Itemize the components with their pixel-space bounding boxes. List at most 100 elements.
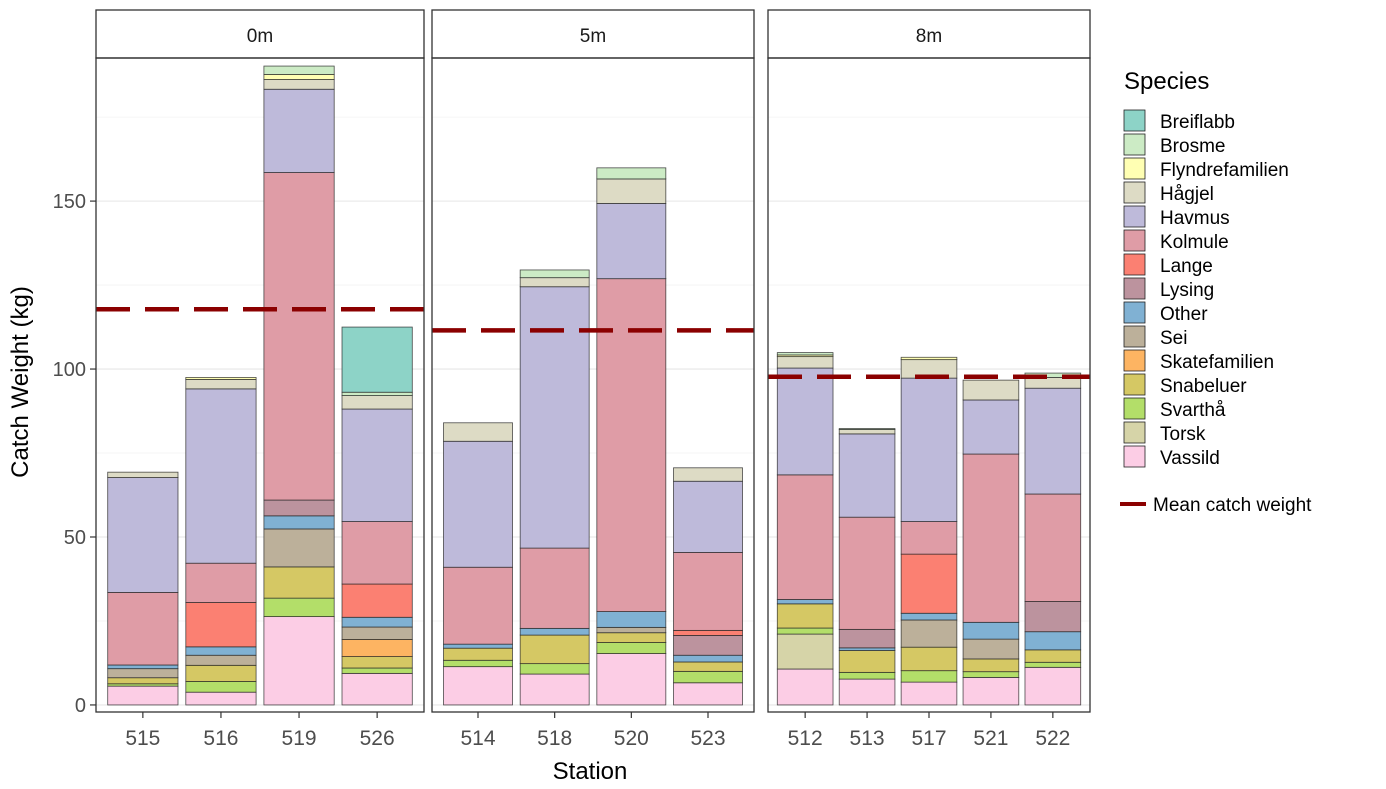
- bar-segment-Vassild: [596, 653, 667, 706]
- bar-segment-Brosme: [776, 352, 834, 356]
- bar-segment-Snabeluer: [263, 566, 335, 599]
- bar-segment-Torsk: [776, 633, 834, 670]
- bar-segment-Hågjel: [263, 79, 335, 90]
- legend-swatch: [1123, 157, 1146, 180]
- legend-item-Skatefamilien: Skatefamilien: [1123, 349, 1274, 373]
- y-tick-label: 150: [53, 191, 86, 213]
- bar-segment-Hågjel: [838, 429, 896, 435]
- bar-segment-Kolmule: [900, 521, 958, 555]
- legend-title: Species: [1124, 68, 1209, 95]
- facet-panel-8m: 8m 512 513 517 521 522: [767, 9, 1091, 750]
- bar-segment-Brosme: [263, 65, 335, 75]
- bar-segment-Kolmule: [1024, 493, 1082, 602]
- legend-label: Svarthå: [1160, 400, 1226, 421]
- bar-segment-Other: [443, 643, 513, 649]
- bar-segment-Other: [263, 515, 335, 530]
- bar-segment-Kolmule: [263, 172, 335, 501]
- facet-strip: [95, 9, 425, 59]
- bar-segment-Other: [341, 616, 413, 628]
- bar-station-515: [107, 471, 179, 706]
- legend-item-Other: Other: [1123, 301, 1208, 325]
- bar-station-518: [519, 269, 590, 706]
- legend-label: Breiflabb: [1160, 112, 1235, 133]
- legend-item-Flyndrefamilien: Flyndrefamilien: [1123, 157, 1289, 181]
- bar-segment-Snabeluer: [596, 632, 667, 643]
- legend-label: Torsk: [1160, 424, 1206, 445]
- bar-segment-Havmus: [776, 367, 834, 476]
- legend-label: Sei: [1160, 328, 1187, 349]
- bar-segment-Other: [900, 612, 958, 621]
- bar-segment-Kolmule: [776, 474, 834, 600]
- legend-label: Havmus: [1160, 208, 1230, 229]
- bar-segment-Snabeluer: [443, 647, 513, 661]
- bar-station-513: [838, 428, 896, 706]
- bar-segment-Havmus: [443, 440, 513, 568]
- bar-station-516: [185, 377, 257, 706]
- bar-segment-Havmus: [341, 408, 413, 522]
- legend-swatch: [1123, 373, 1146, 396]
- legend-label: Other: [1160, 304, 1208, 325]
- legend-swatch: [1123, 229, 1146, 252]
- x-tick-label: 515: [125, 727, 160, 750]
- legend-item-Torsk: Torsk: [1123, 421, 1206, 445]
- bar-segment-Vassild: [776, 668, 834, 706]
- bar-segment-Vassild: [107, 685, 179, 706]
- bar-segment-Skatefamilien: [341, 639, 413, 657]
- legend-item-Sei: Sei: [1123, 325, 1187, 349]
- bar-segment-Sei: [596, 626, 667, 634]
- legend-item-Snabeluer: Snabeluer: [1123, 373, 1247, 397]
- legend-item-Kolmule: Kolmule: [1123, 229, 1229, 253]
- bar-segment-Brosme: [838, 428, 896, 430]
- x-tick-label: 523: [690, 727, 725, 750]
- facet-strip-label: 8m: [916, 26, 942, 47]
- legend-label: Lange: [1160, 256, 1213, 277]
- bar-segment-Svarthå: [596, 642, 667, 654]
- bar-segment-Lange: [673, 629, 743, 636]
- x-tick-label: 521: [973, 727, 1008, 750]
- bar-segment-Havmus: [900, 377, 958, 522]
- x-axis-title: Station: [553, 758, 628, 784]
- bar-station-512: [776, 352, 834, 706]
- bar-station-517: [900, 356, 958, 706]
- bar-segment-Snabeluer: [962, 658, 1020, 673]
- bar-segment-Lysing: [1024, 601, 1082, 633]
- legend-item-Svarthå: Svarthå: [1123, 397, 1226, 421]
- x-tick-label: 514: [460, 727, 495, 750]
- bar-segment-Havmus: [962, 399, 1020, 455]
- facet-panel-0m: 0m 515 516 519 526: [95, 9, 425, 750]
- bar-segment-Flyndrefamilien: [900, 356, 958, 361]
- panel-border: [431, 57, 755, 713]
- bar-segment-Hågjel: [962, 379, 1020, 401]
- bar-segment-Vassild: [838, 678, 896, 706]
- bar-segment-Svarthå: [443, 659, 513, 668]
- bar-segment-Svarthå: [838, 671, 896, 680]
- bar-segment-Breiflabb: [341, 326, 413, 393]
- bar-segment-Sei: [900, 619, 958, 648]
- bar-segment-Kolmule: [838, 516, 896, 630]
- facet-strip-label: 0m: [247, 26, 273, 47]
- x-tick-label: 518: [537, 727, 572, 750]
- bar-segment-Svarthå: [185, 681, 257, 693]
- bar-segment-Lysing: [263, 499, 335, 517]
- bar-segment-Havmus: [107, 477, 179, 593]
- x-tick-label: 526: [360, 727, 395, 750]
- bar-segment-Vassild: [263, 616, 335, 706]
- y-tick-label: 50: [64, 527, 86, 549]
- legend-item-Vassild: Vassild: [1123, 445, 1220, 469]
- legend-swatch: [1123, 109, 1146, 132]
- bar-segment-Sei: [263, 528, 335, 568]
- facet-strip: [767, 9, 1091, 59]
- bar-segment-Vassild: [900, 681, 958, 706]
- bar-segment-Vassild: [519, 673, 590, 706]
- bar-segment-Hågjel: [443, 422, 513, 442]
- bar-segment-Kolmule: [341, 521, 413, 585]
- legend-item-Hågjel: Hågjel: [1123, 181, 1214, 205]
- bar-segment-Lange: [185, 602, 257, 648]
- bar-segment-Svarthå: [341, 667, 413, 674]
- legend-swatch: [1123, 205, 1146, 228]
- bar-segment-Snabeluer: [673, 661, 743, 672]
- bar-segment-Havmus: [263, 88, 335, 173]
- legend-item-Lysing: Lysing: [1123, 277, 1214, 301]
- bar-segment-Hågjel: [1024, 377, 1082, 389]
- bar-segment-Svarthå: [263, 597, 335, 618]
